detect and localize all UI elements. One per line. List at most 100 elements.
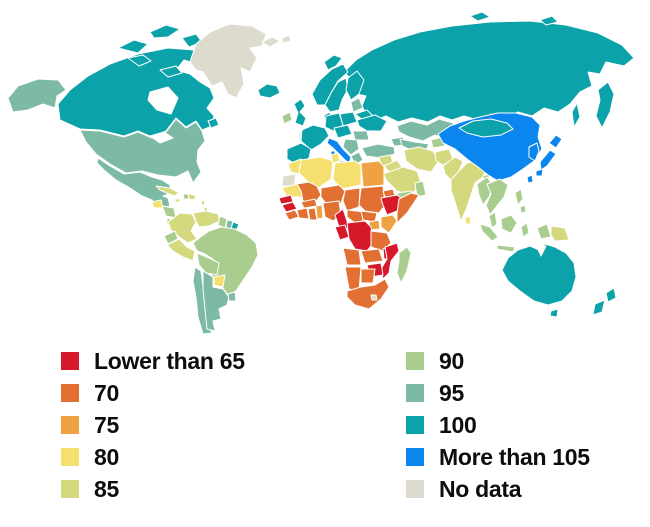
region-kamchatka	[595, 81, 615, 129]
legend-item-90: 90	[406, 350, 590, 373]
region-dominican-republic	[187, 193, 196, 201]
legend-swatch-95	[406, 384, 424, 402]
region-canada-island-5	[159, 65, 183, 78]
region-argentina	[202, 270, 230, 332]
region-india	[450, 160, 488, 222]
region-baltics	[350, 97, 364, 113]
region-france	[300, 124, 330, 151]
region-zambia	[360, 248, 384, 264]
legend-swatch-more-than-105	[406, 448, 424, 466]
world-map	[7, 11, 635, 335]
region-russia	[343, 20, 635, 123]
legend-swatch-75	[61, 416, 79, 434]
region-iceland	[257, 83, 281, 99]
region-canada-island-2	[149, 24, 181, 39]
region-svalbard-1	[261, 36, 281, 48]
region-south-sudan	[360, 210, 378, 223]
region-tunisia	[330, 152, 341, 164]
region-uruguay	[227, 291, 237, 302]
region-ireland	[281, 111, 293, 125]
region-sakhalin	[571, 102, 581, 128]
region-mongolia	[458, 118, 514, 138]
legend-swatch-no-data	[406, 480, 424, 498]
legend-label-75: 75	[94, 412, 119, 438]
region-usa	[79, 118, 206, 184]
region-mexico	[96, 157, 172, 209]
region-honduras-nicaragua	[161, 205, 177, 219]
region-ghana	[307, 207, 318, 221]
legend-item-95: 95	[406, 380, 590, 406]
region-philippines-2	[519, 204, 527, 214]
region-japan-honshu	[539, 149, 557, 171]
region-iran	[403, 146, 440, 173]
region-novaya-zemlya	[323, 54, 343, 71]
legend-swatch-100	[406, 416, 424, 434]
region-japan-hokkaido	[548, 134, 563, 149]
legend-item-no-data: No data	[406, 478, 590, 501]
region-cuba	[155, 185, 180, 197]
region-niger	[320, 184, 346, 206]
legend-swatch-90	[406, 352, 424, 370]
legend-swatch-85	[61, 480, 79, 498]
region-borneo	[500, 214, 518, 234]
region-new-zealand-north	[605, 287, 617, 303]
region-sri-lanka	[464, 215, 472, 225]
region-sulawesi	[520, 222, 530, 238]
region-libya	[332, 160, 362, 190]
legend-item-lower-than-65: Lower than 65	[61, 348, 245, 374]
legend-label-95: 95	[439, 380, 464, 406]
region-guinea	[281, 201, 298, 213]
region-japan-kyushu	[535, 168, 544, 177]
region-philippines-1	[514, 188, 524, 206]
region-alaska	[7, 78, 67, 113]
region-west-papua	[536, 223, 552, 240]
region-bolivia	[196, 252, 220, 276]
region-svalbard-2	[281, 34, 292, 44]
region-taiwan	[526, 174, 534, 184]
region-paraguay	[213, 274, 226, 288]
region-guyana	[217, 215, 228, 229]
region-botswana	[360, 268, 376, 284]
legend-label-100: 100	[439, 412, 477, 438]
legend-label-80: 80	[94, 444, 119, 470]
legend-item-80: 80	[61, 444, 245, 470]
region-central-europe	[333, 124, 353, 139]
region-guatemala	[151, 199, 164, 209]
legend-label-lower-than-65: Lower than 65	[94, 348, 245, 374]
region-romania	[352, 130, 370, 141]
region-drc	[346, 220, 374, 252]
water-hudson-bay	[147, 86, 179, 115]
region-turkey	[361, 143, 396, 159]
region-venezuela	[192, 210, 221, 228]
region-brazil	[192, 226, 259, 296]
legend-swatch-lower-than-65	[61, 352, 79, 370]
legend-column-left: Lower than 65 70 75 80 85	[61, 348, 245, 512]
legend-item-70: 70	[61, 380, 245, 406]
region-western-sahara	[281, 173, 297, 187]
region-somalia	[396, 192, 420, 224]
legend-item-100: 100	[406, 412, 590, 438]
legend-item-85: 85	[61, 476, 245, 502]
region-canada-island-4	[127, 54, 152, 67]
region-south-africa	[346, 278, 390, 310]
legend-column-right: 90 95 100 More than 105 No data	[406, 350, 590, 512]
region-indochina	[485, 178, 509, 216]
region-norway	[311, 63, 349, 106]
region-angola	[342, 247, 362, 266]
legend-label-70: 70	[94, 380, 119, 406]
region-kenya	[380, 214, 398, 234]
region-canada-island-1	[117, 39, 149, 54]
region-egypt	[360, 160, 385, 188]
region-antilles-1	[200, 199, 206, 206]
legend-item-more-than-105: More than 105	[406, 446, 590, 469]
legend-item-75: 75	[61, 412, 245, 438]
legend-swatch-80	[61, 448, 79, 466]
region-arctic-island-1	[469, 11, 491, 22]
region-tasmania	[549, 308, 559, 318]
legend-label-85: 85	[94, 476, 119, 502]
region-ukraine	[356, 114, 388, 132]
region-chad	[342, 187, 361, 212]
region-malay-peninsula	[488, 211, 498, 229]
region-burkina-faso	[300, 198, 318, 209]
region-papua-new-guinea	[550, 225, 570, 242]
